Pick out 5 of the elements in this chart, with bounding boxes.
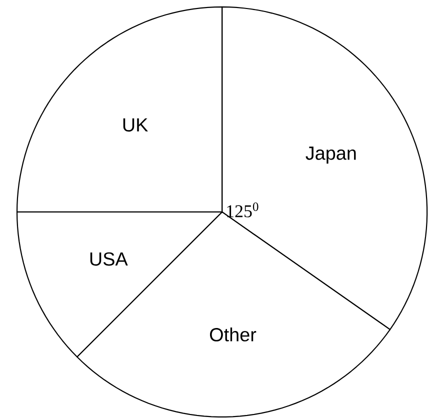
text: 125$^{0}$ [227,202,258,218]
slice-label: Other [210,328,256,342]
slice-label: Japan [306,146,356,164]
slice-label: USA [90,252,128,266]
slice-label: UK [123,118,148,132]
